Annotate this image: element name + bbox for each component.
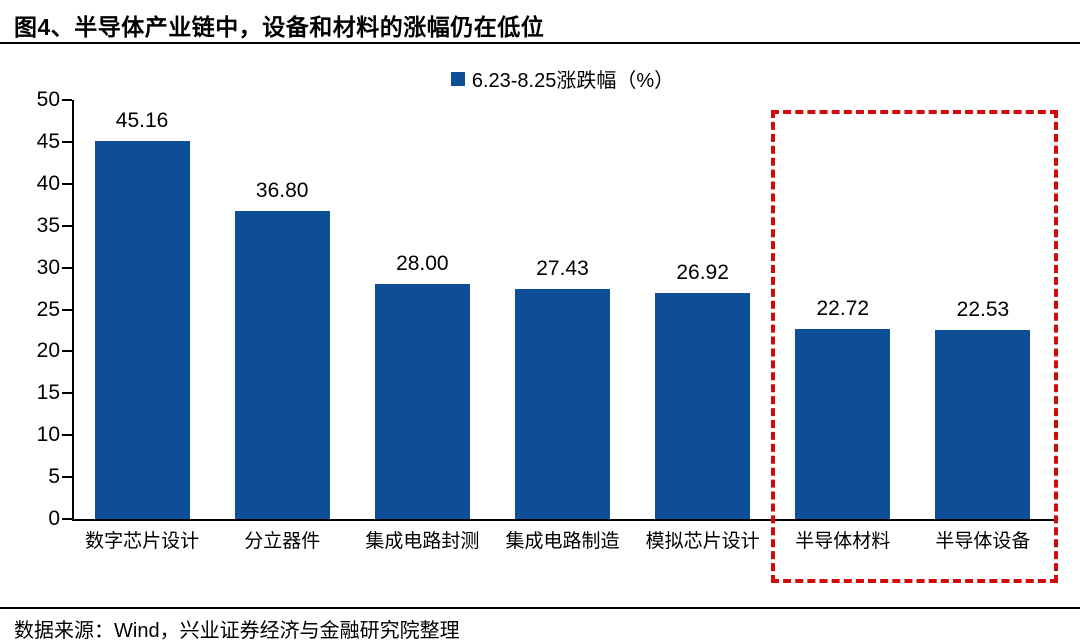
x-axis-category-label: 半导体材料: [795, 531, 891, 552]
bar-value-label: 45.16: [115, 108, 169, 132]
y-tick-mark: [62, 140, 72, 143]
y-tick-label: 5: [48, 465, 60, 489]
bar: [234, 210, 330, 519]
y-tick-mark: [62, 518, 72, 520]
y-tick-mark: [62, 434, 72, 437]
y-tick-mark: [62, 350, 72, 353]
x-axis-category-label: 集成电路封测: [365, 531, 480, 552]
y-tick-label: 25: [36, 297, 60, 321]
bar-value-label: 36.80: [255, 178, 309, 202]
bar: [374, 284, 470, 519]
y-tick-mark: [62, 392, 72, 395]
y-tick-label: 15: [36, 381, 60, 405]
y-tick-label: 50: [36, 88, 60, 111]
bar-value-label: 28.00: [396, 252, 449, 276]
bar: [655, 293, 751, 519]
bar-value-label: 26.92: [676, 261, 729, 285]
x-axis-category-label: 分立器件: [244, 531, 321, 552]
legend-label: 6.23-8.25涨跌幅（%）: [471, 70, 675, 92]
bar: [795, 328, 891, 519]
x-axis-category-label: 集成电路制造: [505, 531, 620, 552]
y-tick-label: 30: [36, 255, 60, 279]
x-axis-category-label: 模拟芯片设计: [645, 531, 760, 552]
chart-legend: 6.23-8.25涨跌幅（%）: [72, 64, 1053, 93]
y-tick-mark: [62, 224, 72, 227]
y-tick-label: 0: [48, 507, 60, 530]
y-tick-mark: [62, 476, 72, 479]
bar: [94, 140, 190, 519]
y-tick-label: 40: [36, 171, 60, 195]
plot-area: [72, 100, 1055, 521]
y-tick-mark: [62, 182, 72, 185]
y-tick-mark: [62, 308, 72, 311]
figure-title: 图4、半导体产业链中，设备和材料的涨幅仍在低位: [14, 14, 545, 40]
bar-value-label: 22.53: [956, 298, 1010, 322]
y-tick-mark: [62, 266, 72, 269]
bar: [935, 330, 1031, 519]
legend-swatch-icon: [450, 71, 465, 86]
bar-value-label: 22.72: [816, 296, 870, 320]
bar-value-label: 27.43: [536, 257, 589, 281]
y-tick-mark: [62, 99, 72, 101]
y-tick-label: 35: [36, 213, 60, 237]
x-axis-category-label: 数字芯片设计: [85, 531, 200, 552]
footer-divider: [0, 607, 1080, 609]
x-axis-category-label: 半导体设备: [935, 531, 1031, 552]
y-tick-label: 20: [36, 339, 60, 363]
title-divider: [0, 42, 1080, 44]
y-tick-label: 45: [36, 129, 60, 153]
source-note: 数据来源：Wind，兴业证券经济与金融研究院整理: [14, 620, 460, 642]
highlight-box: [771, 110, 1058, 583]
bar: [515, 289, 610, 519]
y-tick-label: 10: [36, 423, 60, 447]
